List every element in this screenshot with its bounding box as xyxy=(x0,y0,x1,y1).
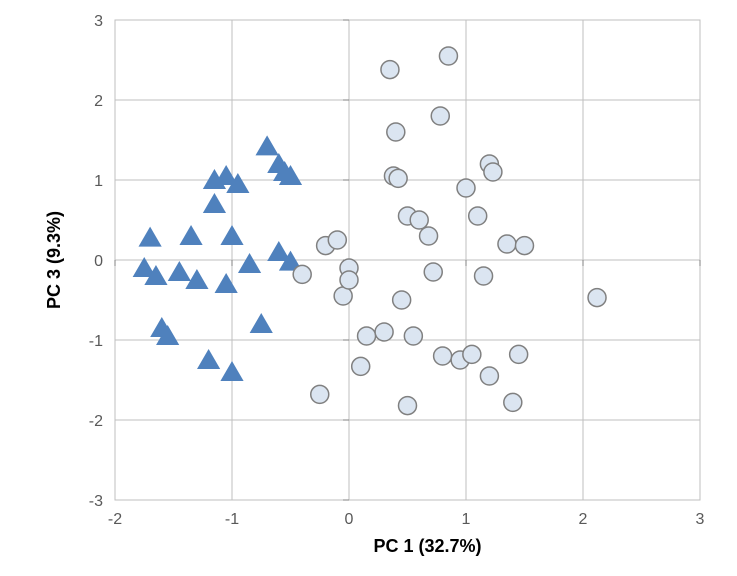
circle-marker xyxy=(463,345,481,363)
chart-svg: -2 -1 0 1 2 3 -3 -2 -1 0 1 2 3 PC 1 (32.7%) PC 3 (9.3%… xyxy=(0,0,737,576)
y-tick-label: 2 xyxy=(94,93,103,110)
circle-marker xyxy=(404,327,422,345)
y-tick-label: 3 xyxy=(94,13,103,30)
circle-marker xyxy=(311,385,329,403)
x-tick-label: 0 xyxy=(345,511,354,528)
circle-marker xyxy=(434,347,452,365)
circle-marker xyxy=(480,367,498,385)
circle-marker xyxy=(498,235,516,253)
circle-marker xyxy=(293,265,311,283)
y-tick-label: -2 xyxy=(89,413,103,430)
circle-marker xyxy=(358,327,376,345)
x-tick-label: -2 xyxy=(108,511,122,528)
x-tick-label: 2 xyxy=(579,511,588,528)
y-axis-label: PC 3 (9.3%) xyxy=(44,211,64,309)
circle-marker xyxy=(510,345,528,363)
circle-marker xyxy=(352,357,370,375)
x-tick-label: -1 xyxy=(225,511,239,528)
y-tick-label: -3 xyxy=(89,493,103,510)
circle-marker xyxy=(410,211,428,229)
circle-marker xyxy=(340,271,358,289)
circle-marker xyxy=(484,163,502,181)
x-tick-label: 3 xyxy=(696,511,705,528)
circle-marker xyxy=(387,123,405,141)
y-tick-label: -1 xyxy=(89,333,103,350)
circle-marker xyxy=(424,263,442,281)
circle-marker xyxy=(516,237,534,255)
circle-marker xyxy=(420,227,438,245)
circle-marker xyxy=(431,107,449,125)
circle-marker xyxy=(439,47,457,65)
circle-marker xyxy=(588,289,606,307)
x-tick-label: 1 xyxy=(462,511,471,528)
pca-scatter-chart: -2 -1 0 1 2 3 -3 -2 -1 0 1 2 3 PC 1 (32.7%) PC 3 (9.3%… xyxy=(0,0,737,576)
circle-marker xyxy=(393,291,411,309)
circle-marker xyxy=(381,61,399,79)
circle-marker xyxy=(389,169,407,187)
circle-marker xyxy=(375,323,393,341)
y-tick-label: 0 xyxy=(94,253,103,270)
circle-marker xyxy=(504,393,522,411)
x-axis-label: PC 1 (32.7%) xyxy=(373,536,481,556)
circle-marker xyxy=(469,207,487,225)
circle-marker xyxy=(399,397,417,415)
y-tick-label: 1 xyxy=(94,173,103,190)
circle-marker xyxy=(328,231,346,249)
circle-marker xyxy=(457,179,475,197)
circle-marker xyxy=(475,267,493,285)
